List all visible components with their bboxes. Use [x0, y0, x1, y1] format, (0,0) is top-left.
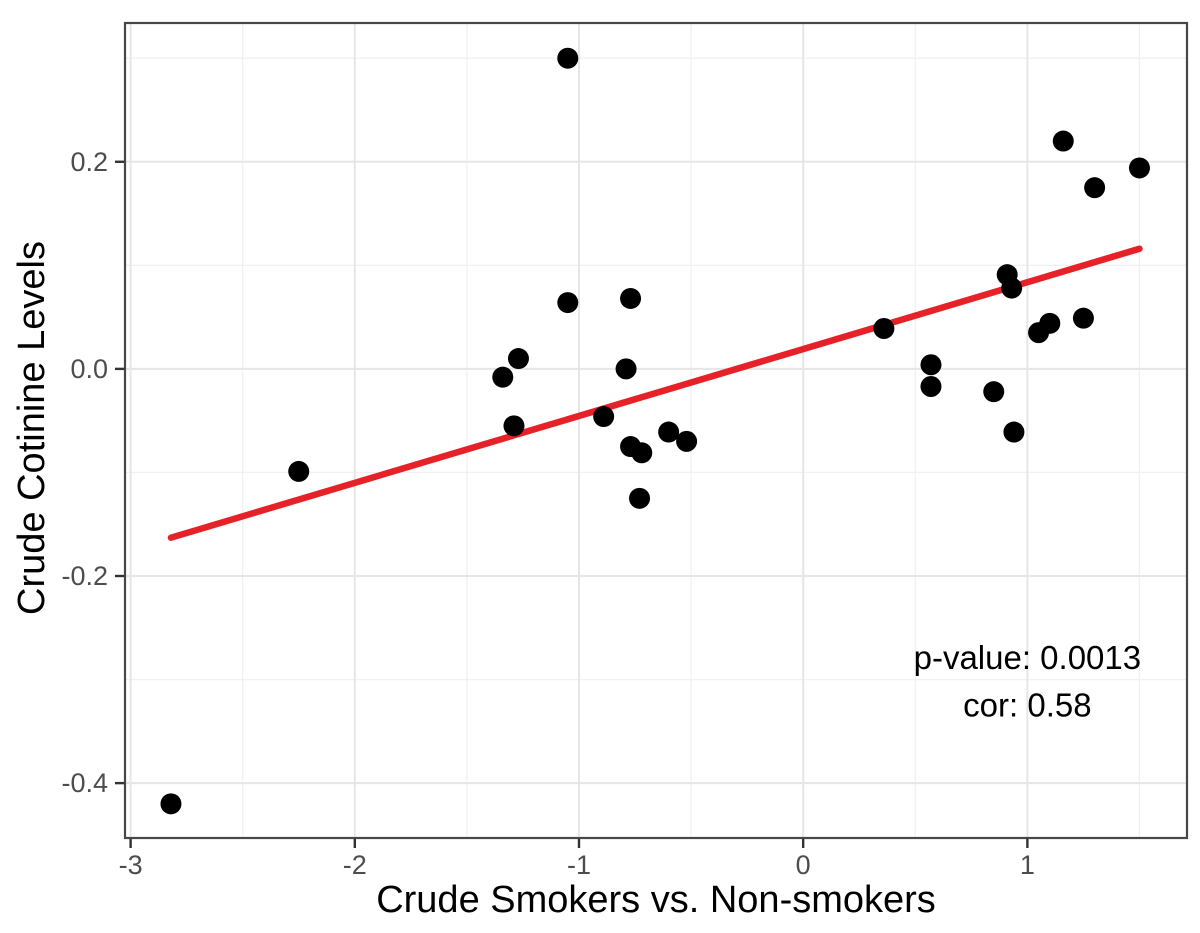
y-axis-title: Crude Cotinine Levels [11, 241, 53, 615]
data-point [160, 793, 182, 815]
data-point [1052, 130, 1074, 152]
data-point [1039, 312, 1061, 334]
data-point [593, 406, 615, 428]
y-tick-label: -0.4 [61, 768, 108, 798]
data-point [507, 348, 529, 370]
p-value-annotation: p-value: 0.0013 [914, 639, 1142, 676]
plot-panel-border [123, 21, 1189, 840]
x-tick-label: -3 [119, 850, 143, 880]
regression-line [167, 245, 1143, 541]
data-point [557, 47, 579, 69]
y-tick-label: 0.2 [70, 147, 108, 177]
gridlines-minor [125, 23, 1187, 838]
x-tick-label: 0 [796, 850, 811, 880]
annotations-layer: p-value: 0.0013 cor: 0.58 [914, 639, 1142, 724]
x-tick-label: 1 [1020, 850, 1035, 880]
gridlines-major [125, 23, 1187, 838]
data-point [1003, 421, 1025, 443]
cor-annotation: cor: 0.58 [963, 686, 1091, 723]
axis-ticks [115, 160, 1029, 848]
data-point [920, 354, 942, 376]
data-point [983, 381, 1005, 403]
data-point [1072, 307, 1094, 329]
data-point [1084, 177, 1106, 199]
data-point [503, 415, 525, 437]
x-tick-label: -2 [343, 850, 367, 880]
data-point [629, 487, 651, 509]
data-point [492, 366, 514, 388]
x-axis-title: Crude Smokers vs. Non-smokers [376, 879, 936, 921]
axis-tick-labels: -3 -2 -1 0 1 0.2 0.0 -0.2 -0.4 [61, 147, 1034, 880]
data-point [631, 442, 653, 464]
data-point [676, 430, 698, 452]
data-point [873, 317, 895, 339]
data-points-layer [160, 47, 1150, 815]
data-point [620, 287, 642, 309]
data-point [658, 421, 680, 443]
data-point [1128, 157, 1150, 179]
y-tick-label: -0.2 [61, 561, 108, 591]
data-point [557, 292, 579, 314]
x-tick-label: -1 [567, 850, 591, 880]
regression-line-layer [167, 245, 1143, 541]
data-point [615, 358, 637, 380]
data-point [288, 460, 310, 482]
data-point [1001, 277, 1023, 299]
y-tick-label: 0.0 [70, 354, 108, 384]
data-point [920, 375, 942, 397]
